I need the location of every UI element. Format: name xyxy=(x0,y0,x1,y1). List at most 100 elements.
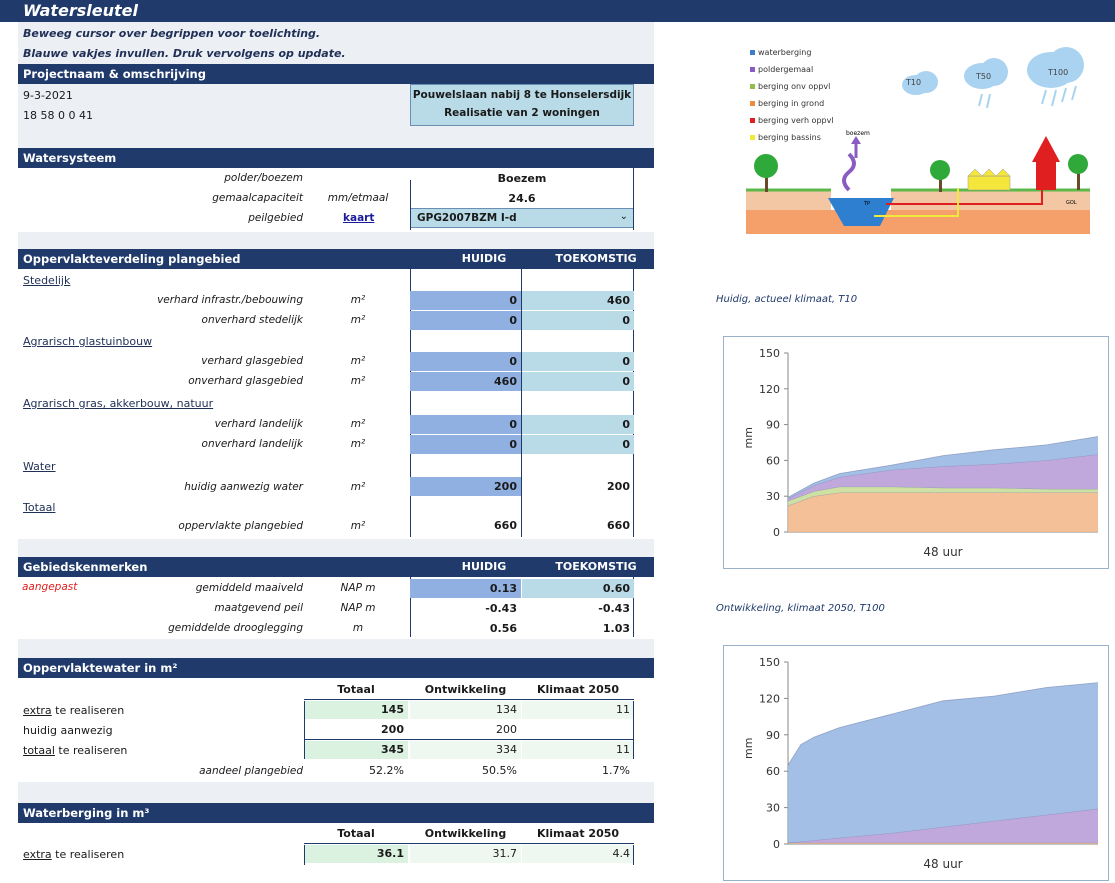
opwater-header-label: Oppervlaktewater in m² xyxy=(23,661,178,675)
watersysteem-header-label: Watersysteem xyxy=(23,151,117,165)
row-unit: m² xyxy=(350,481,366,493)
input-huidig[interactable]: 460 xyxy=(410,372,521,391)
chevron-down-icon[interactable]: ⌄ xyxy=(619,211,628,222)
legend-item: waterberging xyxy=(750,48,811,57)
row-label: verhard landelijk xyxy=(214,418,303,430)
row-unit: NAP m xyxy=(340,602,376,614)
pump-icon xyxy=(842,152,856,192)
legend-label: waterberging xyxy=(758,48,812,57)
x-axis-label: 48 uur xyxy=(923,857,962,871)
peilgebied-label: peilgebied xyxy=(248,212,303,224)
section-totaal: Totaal xyxy=(23,501,56,514)
opwater-col-ontwikkeling: Ontwikkeling xyxy=(424,683,507,696)
input-huidig[interactable]: 0 xyxy=(410,415,521,434)
legend-label: berging in grond xyxy=(758,99,825,108)
input-toekomstig[interactable]: 460 xyxy=(522,291,634,310)
gebied-col-toekomstig: TOEKOMSTIG xyxy=(555,560,637,573)
wb-row-label: extra te realiseren xyxy=(23,848,124,861)
gemaal-unit: mm/etmaal xyxy=(327,192,389,204)
opwater-row-label-a: totaal xyxy=(23,744,55,757)
row-label: gemiddelde drooglegging xyxy=(168,622,303,634)
gemaal-label: gemaalcapaciteit xyxy=(212,192,303,204)
input-huidig[interactable]: 0 xyxy=(410,352,521,371)
share-totaal: 52.2% xyxy=(369,764,404,777)
input-toekomstig[interactable]: 0 xyxy=(522,372,634,391)
x-axis-label: 48 uur xyxy=(923,545,962,559)
value-huidig: 0.56 xyxy=(489,622,517,635)
divider xyxy=(410,269,411,537)
opwater-totaal: 145 xyxy=(304,701,408,719)
legend-label: berging onv oppvl xyxy=(758,82,831,91)
input-huidig[interactable]: 0 xyxy=(410,435,521,454)
chart1-svg: 150 120 90 60 30 0 mm 48 uur xyxy=(742,347,1099,559)
input-huidig[interactable]: 0 xyxy=(410,311,521,330)
opwater-header: Oppervlaktewater in m² xyxy=(18,658,654,678)
watersysteem-header: Watersysteem xyxy=(18,148,654,168)
house-icon xyxy=(1036,160,1056,190)
gebied-header-label: Gebiedskenmerken xyxy=(23,560,148,574)
divider xyxy=(633,577,634,637)
input-toekomstig[interactable]: 0 xyxy=(522,352,634,371)
opwater-ontwikkeling: 200 xyxy=(496,723,517,736)
divider xyxy=(633,845,634,865)
gemaal-value: 24.6 xyxy=(508,192,536,205)
y-tick-label: 30 xyxy=(766,802,780,815)
peilgebied-value: GPG2007BZM I-d xyxy=(417,212,517,224)
value-toekomstig: 1.03 xyxy=(602,622,630,635)
y-tick-label: 90 xyxy=(766,419,780,432)
share-klimaat: 1.7% xyxy=(602,764,630,777)
legend-swatch xyxy=(750,84,755,89)
opwater-row-label: huidig aanwezig xyxy=(23,724,113,737)
area-series-berging-onv-oppvl xyxy=(788,486,1098,506)
row-unit: m² xyxy=(350,438,366,450)
legend-item: berging verh oppvl xyxy=(750,116,834,125)
opwater-ontwikkeling: 334 xyxy=(410,741,521,759)
row-unit: m xyxy=(352,622,364,634)
input-toekomstig[interactable]: 0 xyxy=(522,311,634,330)
divider xyxy=(304,843,634,844)
peilgebied-select[interactable]: GPG2007BZM I-d ⌄ xyxy=(410,208,634,228)
input-huidig[interactable]: 0.13 xyxy=(410,579,521,598)
area-edge xyxy=(787,436,1099,498)
divider xyxy=(521,269,522,537)
y-tick-label: 150 xyxy=(759,347,780,360)
row-label: gemiddeld maaiveld xyxy=(195,582,303,594)
project-header-label: Projectnaam & omschrijving xyxy=(23,67,206,81)
row-label: verhard glasgebied xyxy=(201,355,303,367)
opwater-klimaat: 11 xyxy=(522,701,634,719)
area-edge xyxy=(787,682,1099,766)
area-series-poldergemaal xyxy=(788,454,1098,501)
row-unit: m² xyxy=(350,418,366,430)
area-series-poldergemaal xyxy=(788,808,1098,843)
row-label: onverhard stedelijk xyxy=(201,314,303,326)
total-huidig: 660 xyxy=(494,519,517,532)
input-toekomstig[interactable]: 0.60 xyxy=(522,579,634,598)
y-tick-label: 150 xyxy=(759,656,780,669)
opwater-row-label-b: huidig aanwezig xyxy=(23,724,113,737)
input-huidig[interactable]: 200 xyxy=(410,477,521,496)
wb-klimaat: 4.4 xyxy=(522,845,634,863)
cloud-icon xyxy=(964,58,1008,89)
divider xyxy=(304,739,634,740)
wb-col-klimaat: Klimaat 2050 xyxy=(536,827,620,840)
project-name[interactable]: Pouwelslaan nabij 8 te Honselersdijk xyxy=(412,89,632,101)
divider xyxy=(304,699,634,700)
polder-value: Boezem xyxy=(410,169,634,188)
input-huidig[interactable]: 0 xyxy=(410,291,521,310)
legend-swatch xyxy=(750,67,755,72)
opwater-row-label-a: extra xyxy=(23,704,52,717)
input-toekomstig[interactable]: 0 xyxy=(522,435,634,454)
kaart-link[interactable]: kaart xyxy=(343,212,375,224)
legend-label: berging verh oppvl xyxy=(758,116,834,125)
divider xyxy=(304,845,305,865)
project-name-box[interactable]: Pouwelslaan nabij 8 te Honselersdijk Rea… xyxy=(410,84,634,126)
project-description[interactable]: Realisatie van 2 woningen xyxy=(444,107,600,119)
wb-row-label-a: extra xyxy=(23,848,52,861)
boezem-label: boezem xyxy=(846,130,870,137)
input-toekomstig[interactable]: 0 xyxy=(522,415,634,434)
divider xyxy=(304,701,305,759)
legend-label: berging bassins xyxy=(758,133,821,142)
instruction-1: Beweeg cursor over begrippen voor toelic… xyxy=(23,27,321,40)
divider xyxy=(633,269,634,537)
cloud-label-t10: T10 xyxy=(906,78,922,87)
